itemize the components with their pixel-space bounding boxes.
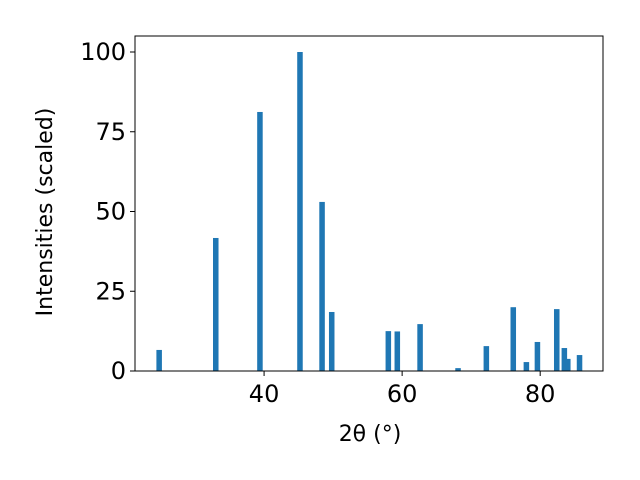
- bar: [385, 331, 392, 371]
- bar: [257, 111, 263, 372]
- x-axis-label: 2θ (°): [339, 422, 402, 447]
- y-tick-label: 0: [111, 357, 126, 385]
- x-tick-label: 80: [525, 380, 556, 408]
- bar: [561, 348, 568, 371]
- bar: [319, 201, 325, 371]
- bar: [417, 324, 423, 371]
- bar: [455, 368, 461, 371]
- bar: [483, 346, 490, 371]
- y-tick-label: 50: [95, 198, 126, 226]
- y-axis-label: Intensities (scaled): [33, 108, 58, 317]
- bar: [510, 307, 517, 371]
- plot-frame: [134, 35, 604, 372]
- bar: [328, 311, 335, 371]
- bar: [534, 341, 541, 371]
- bar: [156, 349, 162, 371]
- y-tick-label: 100: [80, 38, 126, 66]
- y-tick-label: 75: [95, 118, 126, 146]
- y-tick-label: 25: [95, 277, 126, 305]
- bar: [213, 237, 219, 371]
- bar: [394, 331, 401, 371]
- x-tick-label: 40: [249, 380, 280, 408]
- bar: [576, 355, 583, 371]
- bar: [565, 358, 571, 371]
- bar: [297, 52, 303, 371]
- x-tick-label: 60: [387, 380, 418, 408]
- bar: [523, 362, 530, 371]
- bar: [553, 309, 560, 371]
